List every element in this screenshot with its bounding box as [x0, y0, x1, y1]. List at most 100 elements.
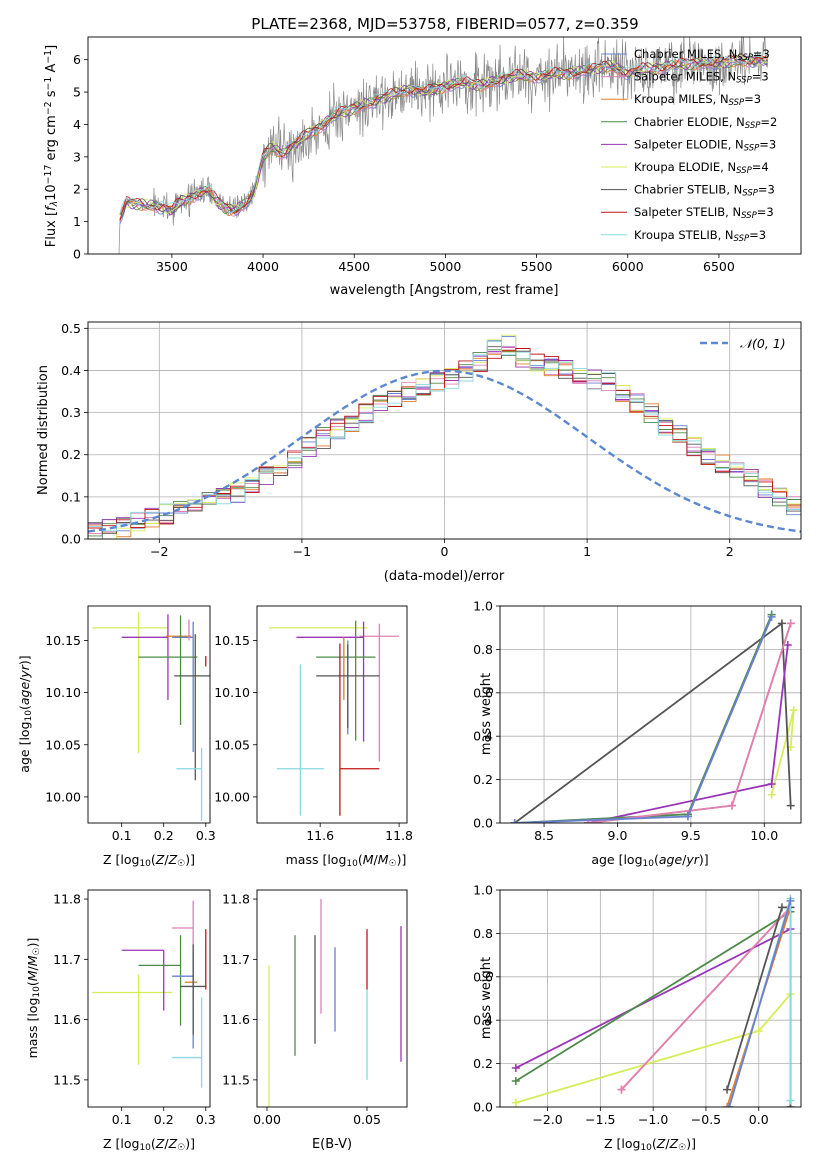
y-tick-label: 0.8 [473, 926, 493, 941]
x-tick-label: 9.0 [608, 828, 628, 843]
observed-spectrum [118, 37, 769, 254]
x-tick-label: 5500 [521, 259, 553, 274]
y-tick-label: 3 [73, 149, 81, 164]
x-tick-label: −2 [150, 544, 168, 559]
y-tick-label: 10.00 [214, 789, 250, 804]
y-tick-label: 0.0 [473, 1100, 493, 1115]
x-axis-label: (data-model)/error [384, 569, 505, 584]
errorbar-point [121, 949, 165, 1011]
errorbar-point [138, 935, 182, 1026]
errorbar-point [180, 944, 206, 1035]
x-axis-label: mass [log10(M/M☉)] [286, 852, 407, 869]
y-tick-label: 10.05 [45, 737, 81, 752]
age-vs-Z-frame [87, 605, 211, 824]
weight-marker [786, 896, 795, 905]
y-tick-label: 11.7 [222, 952, 250, 967]
y-tick-label: 11.8 [222, 892, 250, 907]
errorbar-point [359, 623, 400, 762]
weight-marker [727, 801, 736, 810]
legend-label: Chabrier STELIB, NSSP=3 [634, 183, 775, 199]
spectrum-frame [87, 36, 802, 255]
errorbar-point [172, 900, 194, 1001]
weight-marker [777, 903, 786, 912]
mass-weight-vs-age-frame [499, 605, 802, 824]
errorbar-point [92, 612, 168, 754]
errorbar-point [296, 621, 365, 742]
legend-label: Kroupa MILES, NSSP=3 [634, 92, 761, 108]
x-tick-label: −1.0 [638, 1112, 668, 1127]
weight-line [587, 623, 792, 823]
weight-marker [510, 819, 519, 823]
model-spectrum [119, 54, 768, 221]
x-tick-label: 0.2 [154, 828, 174, 843]
age-vs-mass-frame [256, 605, 408, 824]
y-tick-label: 1.0 [473, 599, 493, 614]
x-axis-label-rich: age [log10(age/yr)] [591, 852, 708, 869]
x-tick-label: 9.5 [681, 828, 701, 843]
weight-marker [725, 1103, 734, 1107]
x-tick-label: 3500 [156, 259, 188, 274]
y-tick-label: 0.2 [473, 772, 493, 787]
y-tick-label: 1.0 [473, 883, 493, 898]
y-tick-label: 10.05 [214, 737, 250, 752]
y-tick-label: 4 [73, 117, 81, 132]
model-spectrum [119, 55, 768, 217]
y-tick-label: 2 [73, 182, 81, 197]
residuals-plot [88, 334, 801, 539]
weight-marker [777, 619, 786, 628]
y-axis-label: Normed distribution [36, 365, 51, 495]
age-vs-Z-axes [84, 605, 211, 827]
x-tick-label: 6000 [612, 259, 644, 274]
mass-weight-vs-age-axes [496, 605, 802, 827]
model-spectrum [119, 54, 768, 220]
errorbar-point [138, 615, 198, 725]
y-tick-label: 10.10 [45, 685, 81, 700]
y-tick-label: 10.00 [45, 789, 81, 804]
y-tick-label: 0.8 [473, 642, 493, 657]
x-axis-label: E(B-V) [312, 1137, 352, 1152]
y-axis-label: Flux [fλ10−17 erg cm−2 s−1 A−1] [43, 45, 60, 247]
y-tick-label: 0.0 [61, 532, 81, 547]
mass-vs-Z-plot [92, 900, 207, 1088]
weight-marker [767, 779, 776, 788]
y-tick-label: 0.3 [61, 405, 81, 420]
y-tick-label: 1 [73, 214, 81, 229]
x-tick-label: 0.1 [112, 1112, 132, 1127]
y-tick-label: 0.2 [473, 1056, 493, 1071]
weight-marker [786, 1096, 795, 1105]
y-tick-label: 5 [73, 85, 81, 100]
weight-line [728, 900, 792, 1107]
mass-weight-vs-Z-plot [511, 894, 795, 1107]
y-tick-label: 11.6 [53, 1012, 81, 1027]
spectrum-axes [84, 36, 802, 258]
x-tick-label: 0.2 [154, 1112, 174, 1127]
errorbar-point [172, 952, 194, 1049]
y-tick-label: 11.6 [222, 1012, 250, 1027]
errorbar-point [176, 747, 203, 821]
y-tick-label: 0.6 [473, 685, 493, 700]
y-tick-label: 11.8 [53, 892, 81, 907]
x-tick-label: 8.5 [534, 828, 554, 843]
y-tick-label: 10.10 [214, 685, 250, 700]
weight-marker [783, 641, 792, 650]
mass-weight-vs-age-plot [510, 610, 798, 823]
y-tick-label: 11.5 [53, 1072, 81, 1087]
legend-label: Kroupa STELIB, NSSP=3 [634, 228, 766, 244]
y-tick-label: 11.5 [222, 1072, 250, 1087]
y-axis-label: mass weight [479, 673, 494, 755]
model-spectrum [119, 53, 768, 214]
weight-marker [511, 1076, 520, 1085]
x-tick-label: 2 [726, 544, 734, 559]
mass-vs-EBV-plot [268, 899, 402, 1107]
legend-label: Salpeter MILES, NSSP=3 [634, 70, 769, 86]
y-tick-label: 0.1 [61, 489, 81, 504]
x-tick-label: 6500 [703, 259, 735, 274]
x-axis-label: Z [log10(Z/Z☉)] [103, 852, 195, 869]
legend-label: Salpeter STELIB, NSSP=3 [634, 205, 774, 221]
weight-marker [767, 790, 776, 799]
weight-marker [617, 1085, 626, 1094]
x-tick-label: 4000 [247, 259, 279, 274]
weight-marker [511, 1098, 520, 1107]
x-axis-label: wavelength [Angstrom, rest frame] [330, 283, 559, 298]
model-spectrum [119, 56, 768, 222]
